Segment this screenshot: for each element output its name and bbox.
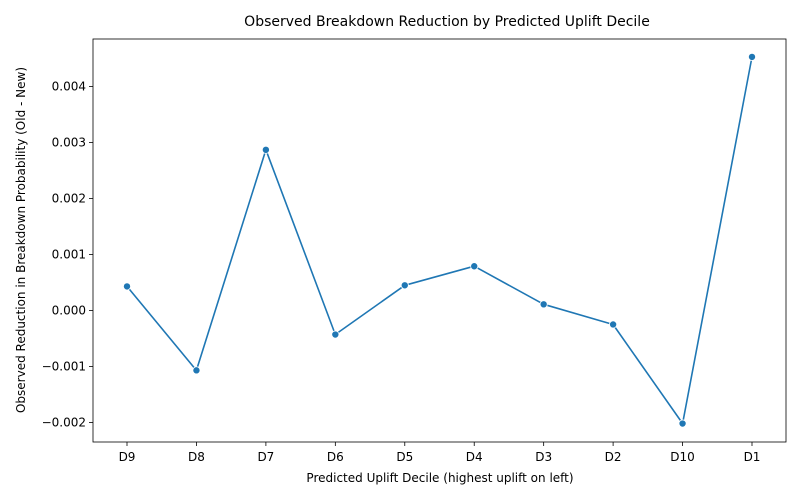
data-point — [331, 330, 340, 339]
x-tick-label: D9 — [119, 450, 136, 464]
y-tick-label: 0.004 — [52, 80, 86, 94]
data-point — [261, 145, 270, 154]
x-tick-label: D5 — [396, 450, 413, 464]
y-axis: −0.002 −0.001 0.000 0.001 0.002 0.003 0.004 — [42, 80, 93, 429]
x-tick-label: D4 — [466, 450, 483, 464]
x-tick-label: D3 — [535, 450, 552, 464]
y-tick-label: −0.001 — [42, 359, 86, 373]
data-point — [678, 419, 687, 428]
data-point — [609, 320, 618, 329]
y-tick-label: 0.003 — [52, 136, 86, 150]
y-axis-label: Observed Reduction in Breakdown Probabil… — [14, 67, 28, 413]
x-tick-label: D2 — [605, 450, 622, 464]
x-axis-label: Predicted Uplift Decile (highest uplift … — [306, 471, 573, 485]
y-tick-label: 0.002 — [52, 192, 86, 206]
x-tick-label: D7 — [257, 450, 274, 464]
x-axis: D9 D8 D7 D6 D5 D4 D3 D2 D10 D1 — [119, 442, 761, 464]
data-point — [539, 300, 548, 309]
data-point — [400, 281, 409, 290]
x-tick-label: D8 — [188, 450, 205, 464]
y-tick-label: 0.000 — [52, 303, 86, 317]
series-layer — [123, 52, 757, 428]
y-tick-label: −0.002 — [42, 415, 86, 429]
series-line — [126, 56, 753, 425]
plot-area — [92, 38, 787, 443]
x-tick-label: D10 — [670, 450, 695, 464]
data-point — [470, 262, 479, 271]
data-point — [123, 282, 132, 291]
x-tick-label: D6 — [327, 450, 344, 464]
x-tick-label: D1 — [744, 450, 761, 464]
data-point — [748, 52, 757, 61]
chart-title: Observed Breakdown Reduction by Predicte… — [244, 14, 650, 30]
y-tick-label: 0.001 — [52, 247, 86, 261]
data-point — [192, 366, 201, 375]
